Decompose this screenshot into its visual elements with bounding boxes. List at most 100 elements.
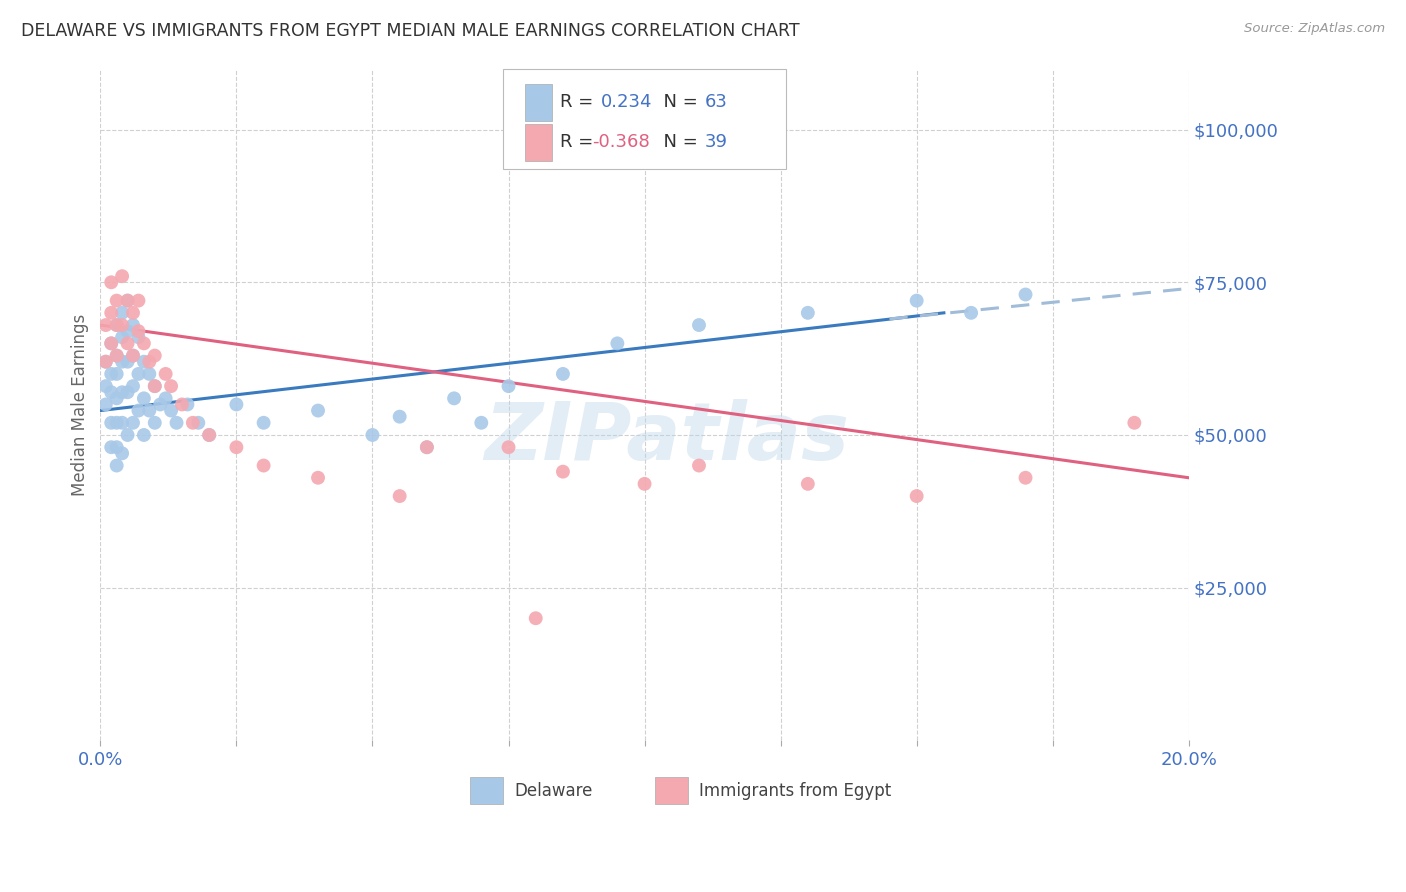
Point xyxy=(1014,287,1036,301)
Point xyxy=(127,324,149,338)
Point xyxy=(470,416,492,430)
Point xyxy=(105,293,128,308)
Point xyxy=(797,306,820,320)
FancyBboxPatch shape xyxy=(471,777,503,805)
Point xyxy=(117,385,139,400)
Text: Immigrants from Egypt: Immigrants from Egypt xyxy=(699,781,891,800)
Point xyxy=(132,336,155,351)
Point xyxy=(633,476,655,491)
Point xyxy=(905,489,928,503)
Point xyxy=(100,306,122,320)
Point xyxy=(117,324,139,338)
Point xyxy=(117,293,139,308)
Point xyxy=(388,409,411,424)
Point xyxy=(94,397,117,411)
Point xyxy=(122,318,145,332)
Point xyxy=(94,354,117,368)
FancyBboxPatch shape xyxy=(524,84,553,120)
Text: N =: N = xyxy=(652,134,703,152)
Point xyxy=(551,367,574,381)
Point xyxy=(111,385,134,400)
FancyBboxPatch shape xyxy=(655,777,688,805)
Point xyxy=(198,428,221,442)
Point xyxy=(143,379,166,393)
Point xyxy=(111,269,134,284)
Point xyxy=(105,416,128,430)
Point xyxy=(170,397,193,411)
Text: -0.368: -0.368 xyxy=(592,134,650,152)
Point xyxy=(105,392,128,406)
Point xyxy=(138,367,160,381)
Point xyxy=(498,440,520,454)
Point xyxy=(111,318,134,332)
Point xyxy=(416,440,439,454)
Point xyxy=(111,416,134,430)
Point xyxy=(252,458,274,473)
Point xyxy=(138,403,160,417)
Point xyxy=(94,354,117,368)
Point xyxy=(252,416,274,430)
Point xyxy=(132,354,155,368)
Point xyxy=(176,397,198,411)
Point xyxy=(960,306,983,320)
Text: ZIPatlas: ZIPatlas xyxy=(484,399,849,477)
Point xyxy=(105,349,128,363)
Y-axis label: Median Male Earnings: Median Male Earnings xyxy=(72,313,89,496)
Point xyxy=(105,318,128,332)
Point xyxy=(117,336,139,351)
Point xyxy=(498,379,520,393)
Point xyxy=(122,349,145,363)
Point xyxy=(105,367,128,381)
Point xyxy=(181,416,204,430)
Text: Source: ZipAtlas.com: Source: ZipAtlas.com xyxy=(1244,22,1385,36)
Point xyxy=(122,416,145,430)
Point xyxy=(155,392,177,406)
Point xyxy=(307,471,329,485)
Point xyxy=(100,416,122,430)
Point xyxy=(138,354,160,368)
Point xyxy=(155,367,177,381)
Point xyxy=(198,428,221,442)
Point xyxy=(524,611,547,625)
Point xyxy=(797,476,820,491)
Point xyxy=(100,336,122,351)
Point xyxy=(606,336,628,351)
Point xyxy=(388,489,411,503)
Point xyxy=(100,367,122,381)
Point xyxy=(111,446,134,460)
Point xyxy=(100,440,122,454)
Text: R =: R = xyxy=(560,93,599,112)
Point xyxy=(1014,471,1036,485)
Point xyxy=(166,416,188,430)
Point xyxy=(416,440,439,454)
Point xyxy=(122,379,145,393)
Point xyxy=(117,293,139,308)
Point xyxy=(94,379,117,393)
Point xyxy=(307,403,329,417)
Point xyxy=(160,379,183,393)
Text: 39: 39 xyxy=(704,134,727,152)
Point xyxy=(111,354,134,368)
Point xyxy=(187,416,209,430)
Point xyxy=(132,392,155,406)
Point xyxy=(105,440,128,454)
Point xyxy=(105,318,128,332)
Point xyxy=(1123,416,1146,430)
Point xyxy=(127,293,149,308)
Point xyxy=(111,306,134,320)
Point xyxy=(127,403,149,417)
Point xyxy=(905,293,928,308)
Text: 0.234: 0.234 xyxy=(600,93,652,112)
Point xyxy=(688,318,710,332)
Point xyxy=(127,330,149,344)
Point xyxy=(160,403,183,417)
Text: Delaware: Delaware xyxy=(515,781,592,800)
Point xyxy=(149,397,172,411)
Text: DELAWARE VS IMMIGRANTS FROM EGYPT MEDIAN MALE EARNINGS CORRELATION CHART: DELAWARE VS IMMIGRANTS FROM EGYPT MEDIAN… xyxy=(21,22,800,40)
Point xyxy=(225,440,247,454)
Point xyxy=(688,458,710,473)
Point xyxy=(122,306,145,320)
Point xyxy=(100,336,122,351)
Point xyxy=(105,349,128,363)
Point xyxy=(117,428,139,442)
